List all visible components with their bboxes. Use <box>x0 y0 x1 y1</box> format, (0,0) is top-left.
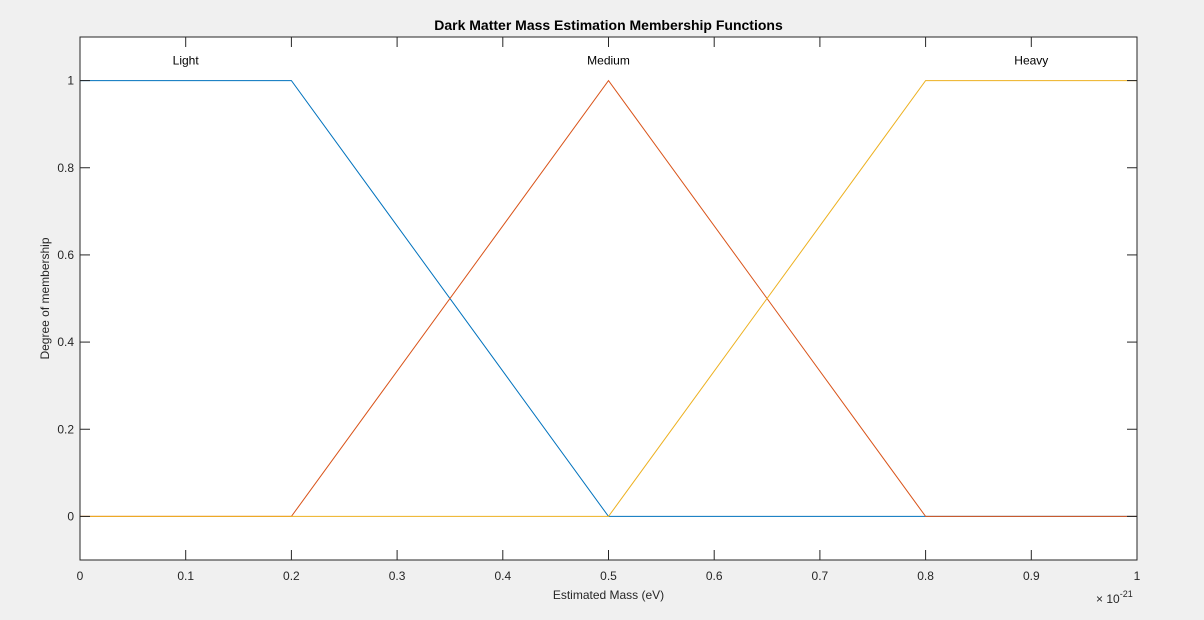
y-tick-label: 1 <box>67 74 74 88</box>
labels-layer: Light Medium Heavy 0 0.1 0.2 0.3 0.4 0.5 0.6 0.7 0.… <box>57 54 1140 583</box>
chart-title: Dark Matter Mass Estimation Membership F… <box>434 17 783 33</box>
x-tick-label: 0.5 <box>600 569 617 583</box>
y-tick-label: 0.6 <box>57 248 74 262</box>
x-tick-label: 0.7 <box>812 569 829 583</box>
series-label-heavy: Heavy <box>1014 54 1048 68</box>
x-tick-label: 0.2 <box>283 569 300 583</box>
x-tick-label: 0.4 <box>494 569 511 583</box>
x-tick-label: 0.6 <box>706 569 723 583</box>
series-label-medium: Medium <box>587 54 630 68</box>
x-exponent-base: × 10 <box>1096 592 1120 606</box>
y-tick-label: 0.8 <box>57 161 74 175</box>
x-tick-label: 1 <box>1134 569 1141 583</box>
x-exponent-power: -21 <box>1120 589 1133 599</box>
series-label-light: Light <box>173 54 200 68</box>
x-tick-label: 0.1 <box>177 569 194 583</box>
x-axis-title: Estimated Mass (eV) <box>553 588 664 602</box>
y-axis-title: Degree of membership <box>38 237 52 359</box>
x-exponent-label: × 10-21 <box>1096 589 1133 606</box>
x-tick-label: 0.3 <box>389 569 406 583</box>
x-tick-label: 0 <box>77 569 84 583</box>
y-tick-label: 0.4 <box>57 335 74 349</box>
x-tick-label: 0.9 <box>1023 569 1040 583</box>
series-layer <box>80 79 1137 517</box>
plot-area <box>80 37 1137 560</box>
x-tick-label: 0.8 <box>917 569 934 583</box>
y-tick-label: 0 <box>67 509 74 523</box>
axes-box <box>79 36 1138 561</box>
y-tick-label: 0.2 <box>57 422 74 436</box>
series-line-heavy <box>80 80 1137 517</box>
